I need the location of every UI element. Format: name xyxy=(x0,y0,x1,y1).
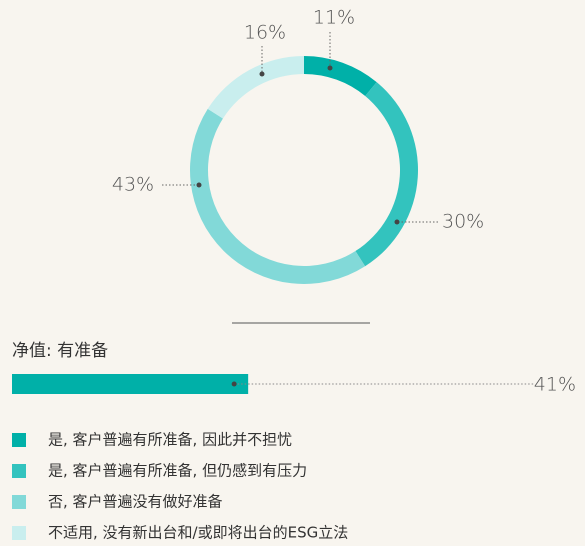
legend-label: 是, 客户普遍有所准备, 但仍感到有压力 xyxy=(48,462,307,480)
legend-label: 不适用, 没有新出台和/或即将出台的ESG立法 xyxy=(48,524,348,542)
legend-label: 是, 客户普遍有所准备, 因此并不担忧 xyxy=(48,431,292,449)
leader-dot xyxy=(231,381,237,387)
legend-swatch xyxy=(12,526,26,540)
legend-swatch xyxy=(12,495,26,509)
legend-swatch xyxy=(12,433,26,447)
data-label: 11% xyxy=(313,7,355,29)
data-label: 16% xyxy=(244,22,286,44)
data-label: 43% xyxy=(112,174,154,196)
donut-segment xyxy=(355,82,419,267)
donut-segment xyxy=(207,56,304,119)
leader-dot xyxy=(259,71,265,77)
leader-dot xyxy=(327,65,333,71)
leader-dot xyxy=(394,219,400,225)
data-label: 30% xyxy=(442,211,484,233)
legend-label: 否, 客户普遍没有做好准备 xyxy=(48,493,223,511)
donut-segment xyxy=(304,56,377,97)
donut-segment xyxy=(189,108,366,285)
legend-swatch xyxy=(12,464,26,478)
bar-title: 净值: 有准备 xyxy=(12,341,108,361)
bar xyxy=(12,374,249,394)
data-label: 41% xyxy=(534,374,576,396)
leader-dot xyxy=(196,182,202,188)
